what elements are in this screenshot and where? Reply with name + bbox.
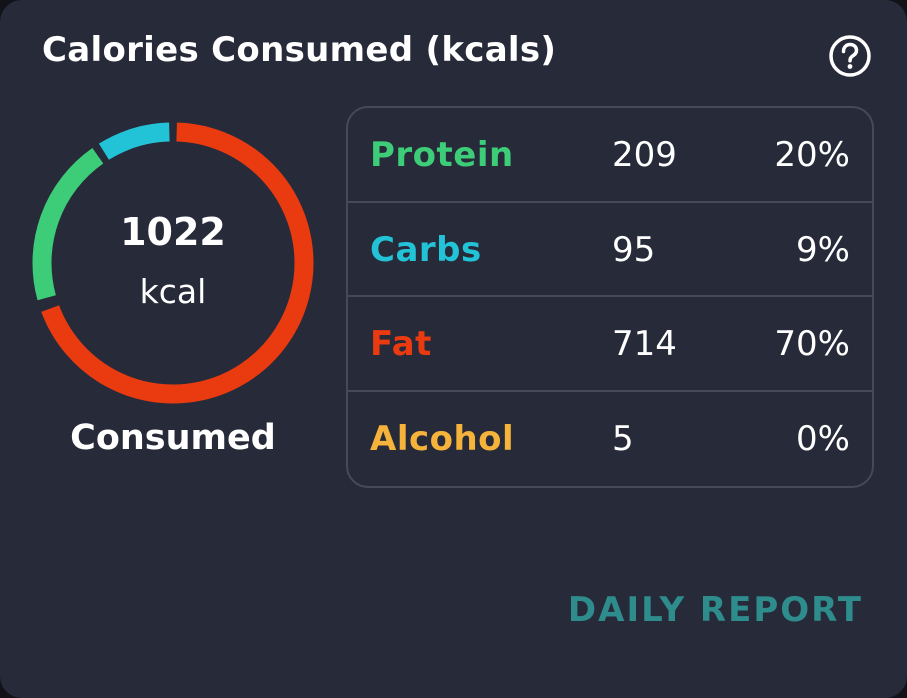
macro-name: Fat <box>370 324 432 364</box>
macro-kcal: 714 <box>612 324 677 364</box>
macro-kcal: 95 <box>612 229 656 270</box>
card-title: Calories Consumed (kcals) <box>42 30 557 70</box>
calories-donut-chart <box>32 122 314 404</box>
macro-row-alcohol: Alcohol 5 0% <box>348 392 872 487</box>
macro-kcal: 209 <box>612 135 677 175</box>
donut-segment-carbs <box>98 122 170 160</box>
consumed-label: Consumed <box>70 418 276 458</box>
macro-row-carbs: Carbs 95 9% <box>348 203 872 297</box>
macro-percent: 20% <box>774 135 850 175</box>
macro-percent: 0% <box>796 418 850 459</box>
total-kcal-unit: kcal <box>139 272 207 311</box>
macro-percent: 9% <box>796 229 850 270</box>
macro-row-protein: Protein 209 20% <box>348 108 872 203</box>
total-kcal-value: 1022 <box>120 210 226 254</box>
macro-table: Protein 209 20% Carbs 95 9% Fat 714 70% … <box>346 106 874 488</box>
macro-name: Protein <box>370 135 514 175</box>
macro-row-fat: Fat 714 70% <box>348 297 872 392</box>
help-button[interactable] <box>828 34 872 78</box>
daily-report-button[interactable]: DAILY REPORT <box>567 590 863 630</box>
question-circle-icon <box>829 35 871 77</box>
macro-name: Alcohol <box>370 418 515 459</box>
macro-percent: 70% <box>774 324 850 364</box>
donut-segment-fat <box>41 122 314 404</box>
macro-kcal: 5 <box>612 418 634 459</box>
macro-name: Carbs <box>370 229 482 270</box>
donut-segment-protein <box>32 147 104 301</box>
